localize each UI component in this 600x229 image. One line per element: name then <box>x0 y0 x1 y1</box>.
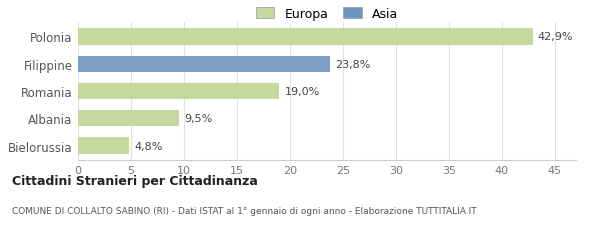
Text: 23,8%: 23,8% <box>335 60 371 69</box>
Bar <box>78 111 179 127</box>
Legend: Europa, Asia: Europa, Asia <box>252 4 402 25</box>
Text: COMUNE DI COLLALTO SABINO (RI) - Dati ISTAT al 1° gennaio di ogni anno - Elabora: COMUNE DI COLLALTO SABINO (RI) - Dati IS… <box>12 206 476 215</box>
Bar <box>78 56 330 73</box>
Bar <box>78 138 129 154</box>
Text: 42,9%: 42,9% <box>538 32 574 42</box>
Text: Cittadini Stranieri per Cittadinanza: Cittadini Stranieri per Cittadinanza <box>12 174 258 187</box>
Bar <box>78 83 280 100</box>
Text: 9,5%: 9,5% <box>184 114 212 124</box>
Text: 4,8%: 4,8% <box>134 141 163 151</box>
Bar <box>78 29 533 45</box>
Text: 19,0%: 19,0% <box>284 87 320 97</box>
